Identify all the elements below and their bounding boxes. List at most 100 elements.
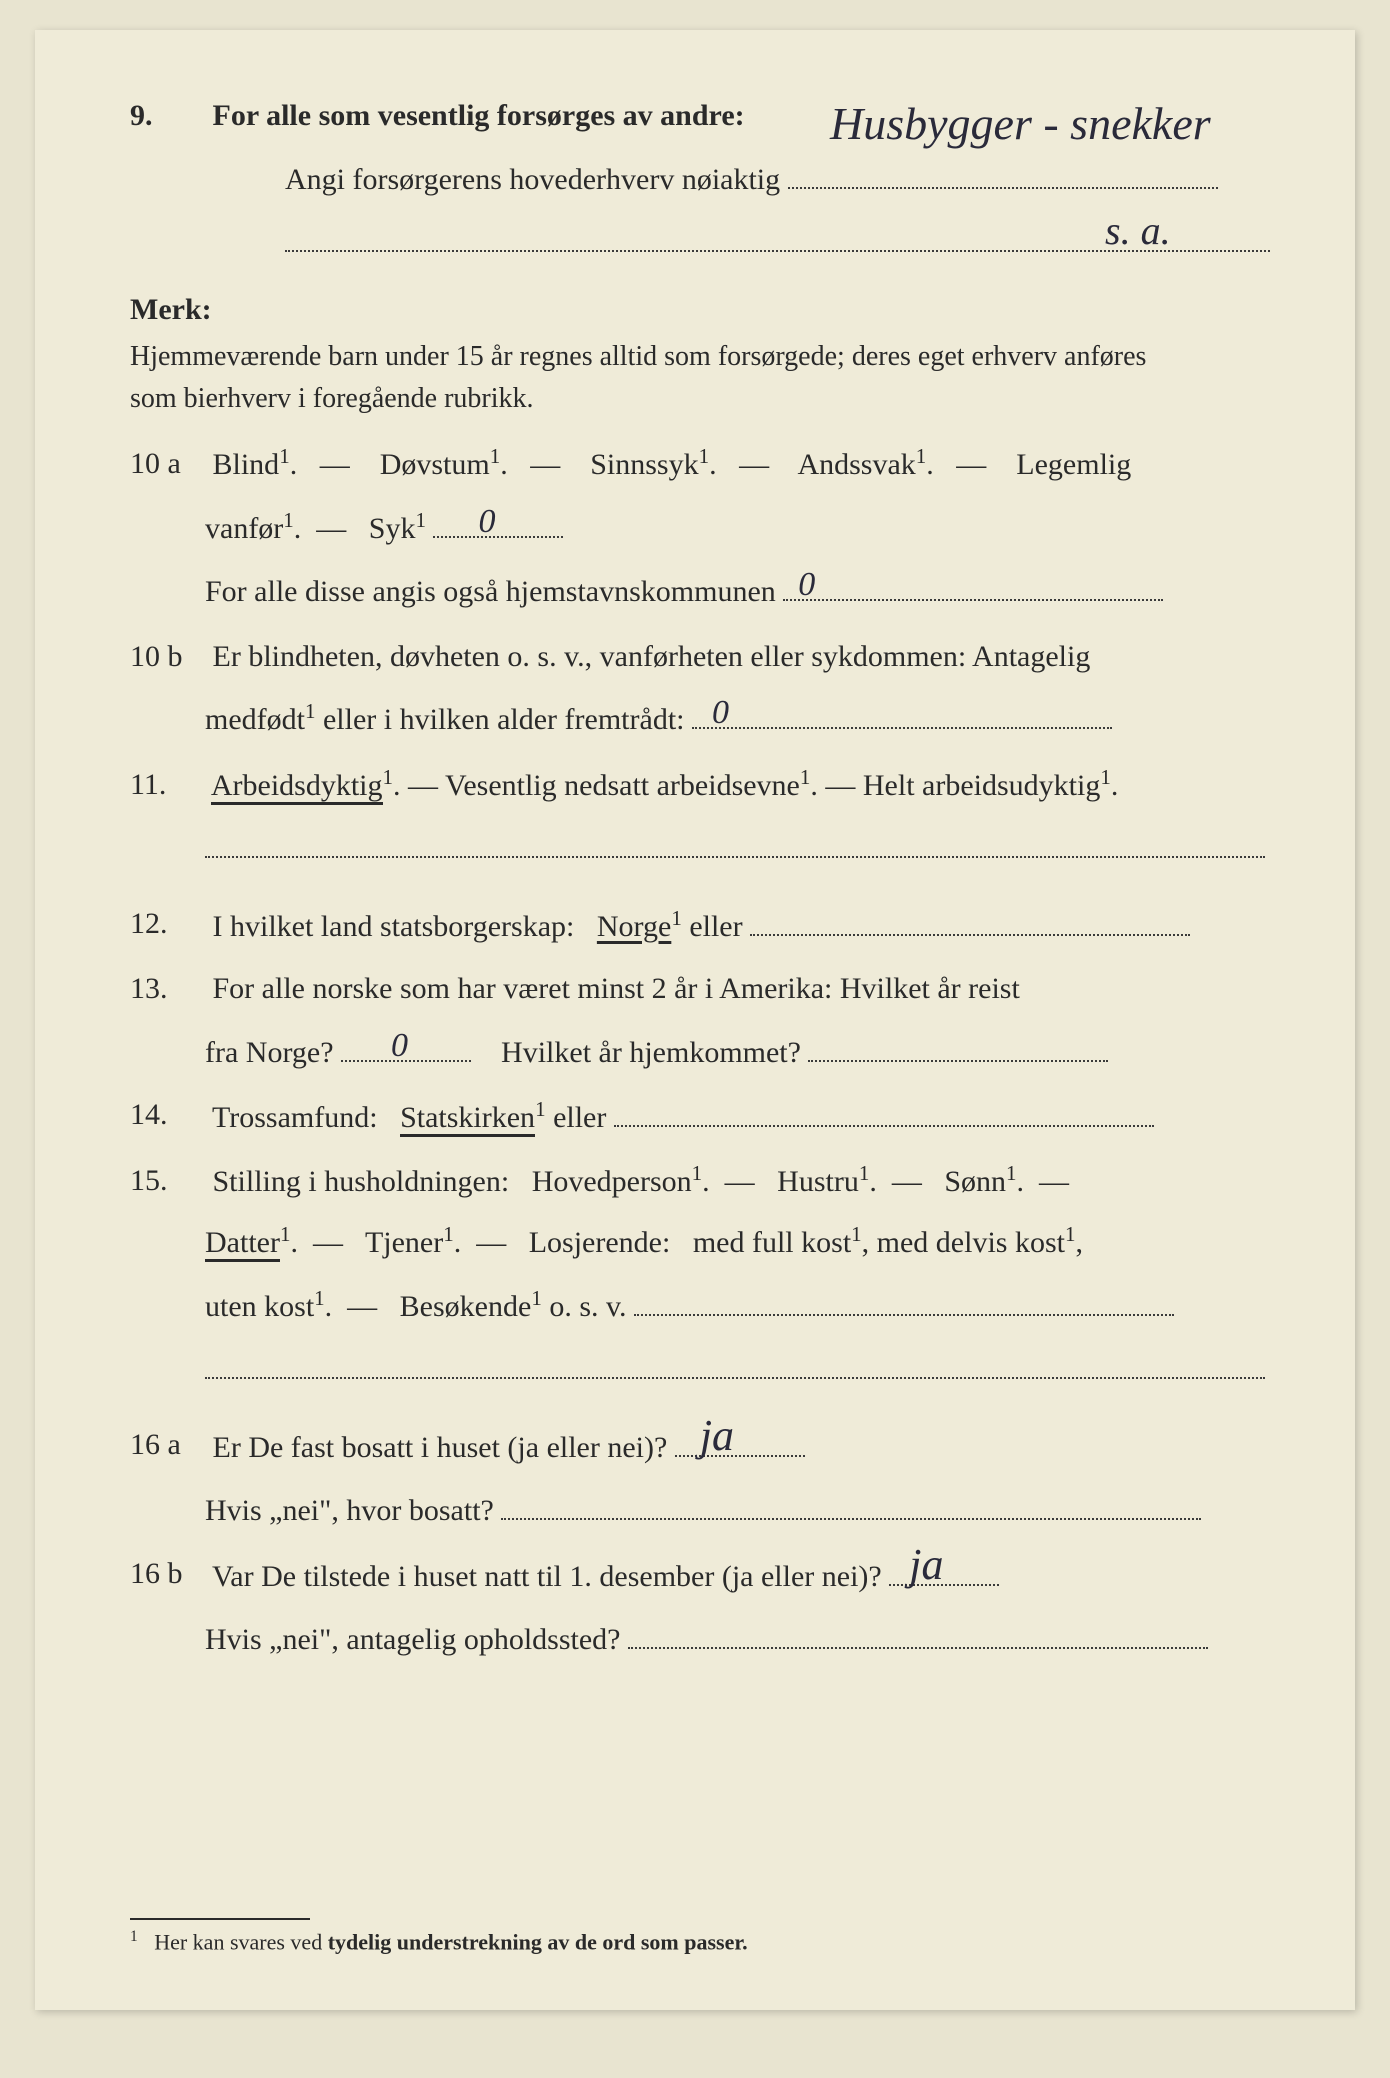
q10b-fill: 0 xyxy=(692,691,1112,729)
q10a-t1: Blind xyxy=(213,448,280,481)
q11-num: 11. xyxy=(130,759,205,812)
footnote-bold: tydelig understrekning av de ord som pas… xyxy=(328,1929,748,1954)
q16b-hw1: ja xyxy=(909,1526,943,1603)
q12-t3: eller xyxy=(689,910,742,943)
q13-num: 13. xyxy=(130,963,205,1016)
q16b-t2: Hvis „nei", antagelig opholdssted? xyxy=(205,1623,621,1656)
q12-num: 12. xyxy=(130,898,205,951)
q10b-line2-row: medfødt1 eller i hvilken alder fremtrådt… xyxy=(205,691,1275,747)
q10a-line1: 10 a Blind1. — Døvstum1. — Sinnssyk1. — … xyxy=(130,438,1275,492)
q11-fill xyxy=(205,820,1265,858)
q11-t2: Vesentlig nedsatt arbeidsevne xyxy=(445,769,800,802)
q11-t3: Helt arbeidsudyktig xyxy=(863,769,1100,802)
q14-num: 14. xyxy=(130,1089,205,1142)
q16a-hw1: ja xyxy=(700,1397,734,1474)
q10a-t3: Sinnssyk xyxy=(590,448,698,481)
q16a-t2: Hvis „nei", hvor bosatt? xyxy=(205,1494,494,1527)
q15-t4: Sønn xyxy=(944,1165,1006,1198)
footnote-rule xyxy=(130,1918,310,1920)
q13-t3: Hvilket år hjemkommet? xyxy=(501,1036,801,1069)
q15-t12: o. s. v. xyxy=(549,1290,626,1323)
q15-fill-row xyxy=(205,1341,1275,1397)
q16b-line1: 16 b Var De tilstede i huset natt til 1.… xyxy=(130,1548,1275,1604)
q10b-hw1: 0 xyxy=(712,683,729,743)
q14-t1: Trossamfund: xyxy=(212,1101,378,1134)
q15-t1: Stilling i husholdningen: xyxy=(213,1165,510,1198)
q16a-line2: Hvis „nei", hvor bosatt? xyxy=(205,1482,1275,1538)
q9-line2: Angi forsørgerens hovederhverv nøiaktig xyxy=(285,163,780,196)
q10a-t6: vanfør xyxy=(205,512,283,545)
q16b-t1: Var De tilstede i huset natt til 1. dese… xyxy=(212,1560,882,1593)
q10a-t2: Døvstum xyxy=(380,448,490,481)
q16b-line2: Hvis „nei", antagelig opholdssted? xyxy=(205,1611,1275,1667)
q10a-t7: Syk xyxy=(369,512,416,545)
q16b-fill2 xyxy=(628,1611,1208,1649)
q10a-t4: Andssvak xyxy=(797,448,915,481)
merk-row: Merk: Hjemmeværende barn under 15 år reg… xyxy=(130,284,1275,421)
footnote-sup: 1 xyxy=(130,1928,138,1945)
q14-row: 14. Trossamfund: Statskirken1 eller xyxy=(130,1089,1275,1145)
q15-fill1 xyxy=(634,1278,1174,1316)
q12-fill xyxy=(750,898,1190,936)
q16b-fill1: ja xyxy=(889,1548,999,1586)
q16a-line1: 16 a Er De fast bosatt i huset (ja eller… xyxy=(130,1419,1275,1475)
q15-line1: 15. Stilling i husholdningen: Hovedperso… xyxy=(130,1155,1275,1209)
q13-fill1: 0 xyxy=(341,1024,471,1062)
q9-num: 9. xyxy=(130,90,205,143)
q15-t6: Tjener xyxy=(365,1226,443,1259)
q15-fill2 xyxy=(205,1341,1265,1379)
q14-t2: Statskirken xyxy=(400,1101,535,1137)
q15-t9: med delvis kost xyxy=(877,1226,1065,1259)
q16a-t1: Er De fast bosatt i huset (ja eller nei)… xyxy=(213,1431,668,1464)
q11-fill-row xyxy=(205,820,1275,876)
q16a-fill2 xyxy=(501,1482,1201,1520)
q9-line1: 9. For alle som vesentlig forsørges av a… xyxy=(130,90,1275,143)
q16a-fill1: ja xyxy=(675,1419,805,1457)
q15-t3: Hustru xyxy=(777,1165,859,1198)
q13-t1: For alle norske som har været minst 2 år… xyxy=(213,972,1020,1005)
q9-hw2: s. a. xyxy=(1105,196,1171,266)
q10a-line2: vanfør1. — Syk1 0 xyxy=(205,500,1275,556)
q13-line2: fra Norge? 0 Hvilket år hjemkommet? xyxy=(205,1024,1275,1080)
q15-t10: uten kost xyxy=(205,1290,314,1323)
document-page: 9. For alle som vesentlig forsørges av a… xyxy=(35,30,1355,2010)
q11-row: 11. Arbeidsdyktig1. — Vesentlig nedsatt … xyxy=(130,759,1275,813)
merk-text: Hjemmeværende barn under 15 år regnes al… xyxy=(130,336,1180,420)
q15-line2: Datter1. — Tjener1. — Losjerende: med fu… xyxy=(205,1216,1275,1270)
q13-line1: 13. For alle norske som har været minst … xyxy=(130,963,1275,1016)
footnote-text-prefix: Her kan svares ved xyxy=(154,1929,328,1954)
q10a-line3: For alle disse angis også hjemstavnskomm… xyxy=(205,575,776,608)
footnote-block: 1 Her kan svares ved tydelig understrekn… xyxy=(130,1918,748,1955)
q10a-hw1: 0 xyxy=(478,492,495,552)
q12-t2: Norge xyxy=(597,910,671,943)
q11-t1: Arbeidsdyktig xyxy=(211,769,383,805)
q9-fill1 xyxy=(788,151,1218,189)
q15-line3: uten kost1. — Besøkende1 o. s. v. xyxy=(205,1278,1275,1334)
q13-hw1: 0 xyxy=(391,1016,408,1076)
q13-fill2 xyxy=(808,1024,1108,1062)
q15-t8: med full kost xyxy=(693,1226,851,1259)
merk-label: Merk: xyxy=(130,284,220,337)
q10b-t1: Er blindheten, døvheten o. s. v., vanfør… xyxy=(213,640,1091,673)
q12-row: 12. I hvilket land statsborgerskap: Norg… xyxy=(130,898,1275,954)
q14-fill xyxy=(614,1089,1154,1127)
q10b-line1-row: 10 b Er blindheten, døvheten o. s. v., v… xyxy=(130,631,1275,684)
q10a-fill2: 0 xyxy=(783,563,1163,601)
q10a-fill1: 0 xyxy=(433,500,563,538)
q15-t11: Besøkende xyxy=(400,1290,532,1323)
q10b-num: 10 b xyxy=(130,631,205,684)
footnote-row: 1 Her kan svares ved tydelig understrekn… xyxy=(130,1928,748,1955)
q9-title: For alle som vesentlig forsørges av andr… xyxy=(213,99,745,132)
q13-t2: fra Norge? xyxy=(205,1036,334,1069)
q10a-t5: Legemlig xyxy=(1016,448,1131,481)
q15-t5: Datter xyxy=(205,1226,280,1262)
q9-line3-row: s. a. xyxy=(285,214,1275,270)
q10a-line3-row: For alle disse angis også hjemstavnskomm… xyxy=(205,563,1275,619)
q14-t3: eller xyxy=(553,1101,606,1134)
q10b-t2: medfødt xyxy=(205,703,305,736)
q10b-t3: eller i hvilken alder fremtrådt: xyxy=(323,703,685,736)
q16a-num: 16 a xyxy=(130,1419,205,1472)
q10a-num: 10 a xyxy=(130,438,205,491)
q10a-hw2: 0 xyxy=(798,555,815,615)
q16b-num: 16 b xyxy=(130,1548,205,1601)
